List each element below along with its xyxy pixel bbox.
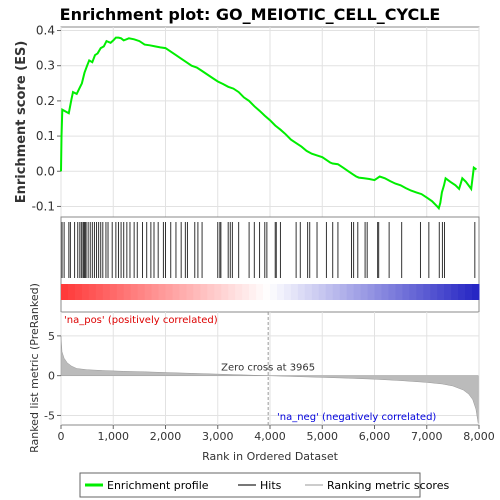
color-bar-segment <box>270 284 278 300</box>
color-bar-segment <box>290 284 299 300</box>
color-bar-segment <box>458 284 466 300</box>
color-bar-segment <box>346 284 355 300</box>
ranking-y-tick-label: 0 <box>48 370 55 383</box>
color-bar-segment <box>388 284 396 300</box>
color-bar-segment <box>102 284 111 300</box>
x-tick-label: 7,000 <box>411 430 443 443</box>
color-bar-segment <box>130 284 139 300</box>
zero-cross-label: Zero cross at 3965 <box>221 363 315 374</box>
color-bar-segment <box>242 284 250 300</box>
pos-label: 'na_pos' (positively correlated) <box>64 315 218 326</box>
color-bar-segment <box>423 284 431 300</box>
legend-label: Enrichment profile <box>107 479 209 492</box>
color-bar-segment <box>256 284 264 300</box>
legend-label: Hits <box>260 479 282 492</box>
color-bar-segment <box>367 284 375 300</box>
color-bar-segment <box>109 284 118 300</box>
x-tick-label: 4,000 <box>254 430 286 443</box>
color-bar-segment <box>228 284 236 300</box>
color-bar-segment <box>402 284 410 300</box>
color-bar-segment <box>332 284 341 300</box>
color-bar-segment <box>353 284 362 300</box>
es-y-tick-label: 0.0 <box>36 164 55 178</box>
hits-group <box>61 222 476 278</box>
color-bar-segment <box>249 284 257 300</box>
color-bar-segment <box>67 284 76 300</box>
color-bar-segment <box>451 284 459 300</box>
color-bar-segment <box>297 284 306 300</box>
color-bar-segment <box>416 284 424 300</box>
color-bar-segment <box>465 284 473 300</box>
color-bar-segment <box>95 284 104 300</box>
es-y-tick-label: 0.2 <box>36 94 55 108</box>
color-bar-segment <box>304 284 313 300</box>
color-bar-segment <box>221 284 229 300</box>
color-bar-segment <box>158 284 166 300</box>
color-bar-segment <box>193 284 201 300</box>
color-bar-segment <box>311 284 320 300</box>
color-bar-segment <box>444 284 452 300</box>
es-grid <box>60 27 480 217</box>
neg-label: 'na_neg' (negatively correlated) <box>277 412 436 423</box>
color-bar-segment <box>360 284 369 300</box>
color-bar-segment <box>381 284 389 300</box>
color-bar-segment <box>472 284 480 300</box>
color-bar-segment <box>144 284 153 300</box>
x-tick-label: 8,000 <box>463 430 495 443</box>
enrichment-profile-line <box>60 36 477 211</box>
legend: Enrichment profile Hits Ranking metric sco… <box>85 479 449 492</box>
ranking-y-axis: -5 0 5 <box>44 330 61 422</box>
x-tick-label: 2,000 <box>150 430 182 443</box>
color-bar-segment <box>137 284 146 300</box>
color-bar-segment <box>374 284 382 300</box>
es-y-tick-label: 0.3 <box>36 59 55 73</box>
ranking-y-tick-label: 5 <box>48 330 55 343</box>
color-bar-segment <box>235 284 243 300</box>
color-bar-segment <box>276 284 285 300</box>
color-bar-segment <box>395 284 403 300</box>
ranking-y-tick-label: -5 <box>44 409 55 422</box>
color-bar-segment <box>409 284 417 300</box>
x-tick-label: 0 <box>58 430 65 443</box>
color-bar-segment <box>81 284 90 300</box>
es-y-tick-label: -0.1 <box>32 199 55 213</box>
color-bar-segment <box>186 284 194 300</box>
x-tick-label: 3,000 <box>202 430 234 443</box>
color-bar-segment <box>88 284 97 300</box>
color-bar-segment <box>61 284 69 300</box>
color-bar-segment <box>151 284 160 300</box>
color-bar-segment <box>437 284 445 300</box>
ranking-y-label: Ranked list metric (PreRanked) <box>28 283 41 453</box>
es-y-tick-label: 0.1 <box>36 129 55 143</box>
legend-label: Ranking metric scores <box>327 479 449 492</box>
x-axis-label: Rank in Ordered Dataset <box>202 450 339 463</box>
x-axis: 0 1,000 2,000 3,000 4,000 5,000 6,000 7,000 8,00… <box>58 425 495 443</box>
color-bar-segment <box>74 284 83 300</box>
es-y-tick-label: 0.4 <box>36 24 55 38</box>
color-bar-segment <box>263 284 271 300</box>
color-bar-segment <box>283 284 292 300</box>
es-y-label: Enrichment score (ES) <box>14 41 29 204</box>
color-bar-segment <box>172 284 180 300</box>
color-bar-segment <box>179 284 187 300</box>
color-bar-segment <box>200 284 208 300</box>
color-bar-segment <box>123 284 132 300</box>
x-tick-label: 6,000 <box>359 430 391 443</box>
ranking-metric-area <box>60 335 479 424</box>
chart-title: Enrichment plot: GO_MEIOTIC_CELL_CYCLE <box>60 5 441 24</box>
x-tick-label: 1,000 <box>98 430 130 443</box>
color-bar-segment <box>318 284 327 300</box>
color-bar-segment <box>214 284 222 300</box>
color-bar-segment <box>116 284 125 300</box>
color-bar-segment <box>165 284 173 300</box>
x-tick-label: 5,000 <box>307 430 339 443</box>
color-bar-segment <box>325 284 334 300</box>
color-bar-segment <box>430 284 438 300</box>
color-bar-segment <box>207 284 215 300</box>
es-y-axis: -0.1 0.0 0.1 0.2 0.3 0.4 <box>32 24 61 213</box>
ranking-color-bar <box>61 284 480 300</box>
color-bar-segment <box>339 284 348 300</box>
